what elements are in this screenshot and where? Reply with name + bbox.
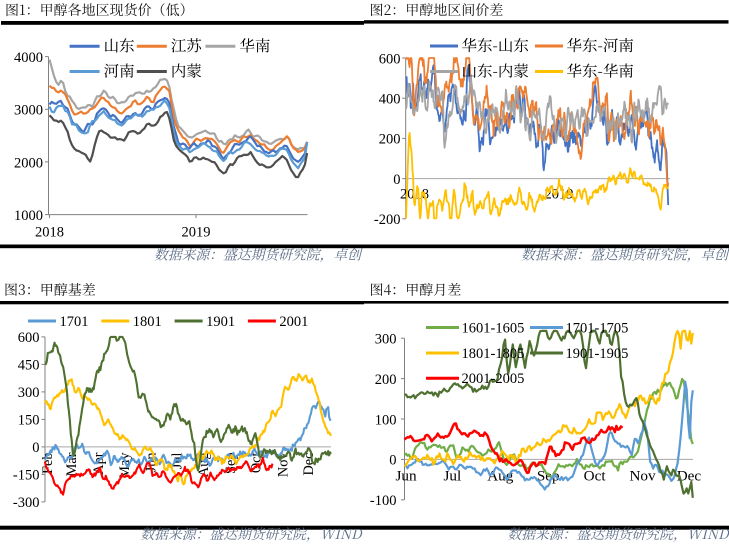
svg-text:Jul: Jul	[444, 468, 462, 485]
svg-text:4000: 4000	[14, 50, 43, 66]
svg-text:Dec: Dec	[301, 453, 317, 476]
svg-text:0: 0	[32, 440, 39, 456]
svg-text:1701-1705: 1701-1705	[566, 320, 629, 336]
svg-text:-150: -150	[13, 468, 40, 484]
svg-text:150: 150	[18, 413, 40, 429]
svg-text:2019: 2019	[182, 224, 211, 240]
svg-text:Nov: Nov	[629, 468, 656, 485]
svg-text:2001-2005: 2001-2005	[462, 371, 525, 387]
svg-text:-100: -100	[370, 493, 397, 509]
svg-text:1701: 1701	[60, 314, 89, 330]
svg-text:-200: -200	[374, 212, 401, 228]
svg-text:3000: 3000	[14, 103, 43, 119]
svg-text:200: 200	[375, 372, 397, 388]
svg-text:1901-1905: 1901-1905	[566, 346, 629, 362]
svg-text:1601-1605: 1601-1605	[462, 320, 525, 336]
svg-text:-300: -300	[13, 495, 40, 511]
svg-text:200: 200	[379, 132, 401, 148]
svg-text:Jun: Jun	[395, 468, 417, 485]
svg-text:400: 400	[379, 92, 401, 108]
svg-text:2001: 2001	[279, 314, 308, 330]
svg-text:1801: 1801	[133, 314, 162, 330]
svg-text:1801-1805: 1801-1805	[462, 346, 525, 362]
svg-text:600: 600	[379, 51, 401, 67]
svg-text:450: 450	[18, 358, 40, 374]
svg-text:Feb: Feb	[40, 453, 56, 474]
svg-text:2018: 2018	[35, 224, 64, 240]
svg-text:300: 300	[375, 332, 397, 348]
svg-text:Oct: Oct	[584, 468, 607, 485]
svg-text:600: 600	[18, 330, 40, 346]
svg-text:1000: 1000	[14, 208, 43, 224]
svg-text:Dec: Dec	[677, 468, 702, 485]
svg-text:May: May	[117, 452, 133, 479]
svg-text:0: 0	[389, 453, 396, 469]
svg-text:2000: 2000	[14, 155, 43, 171]
svg-text:100: 100	[375, 412, 397, 428]
svg-text:300: 300	[18, 385, 40, 401]
svg-text:1901: 1901	[206, 314, 235, 330]
svg-text:0: 0	[393, 172, 400, 188]
